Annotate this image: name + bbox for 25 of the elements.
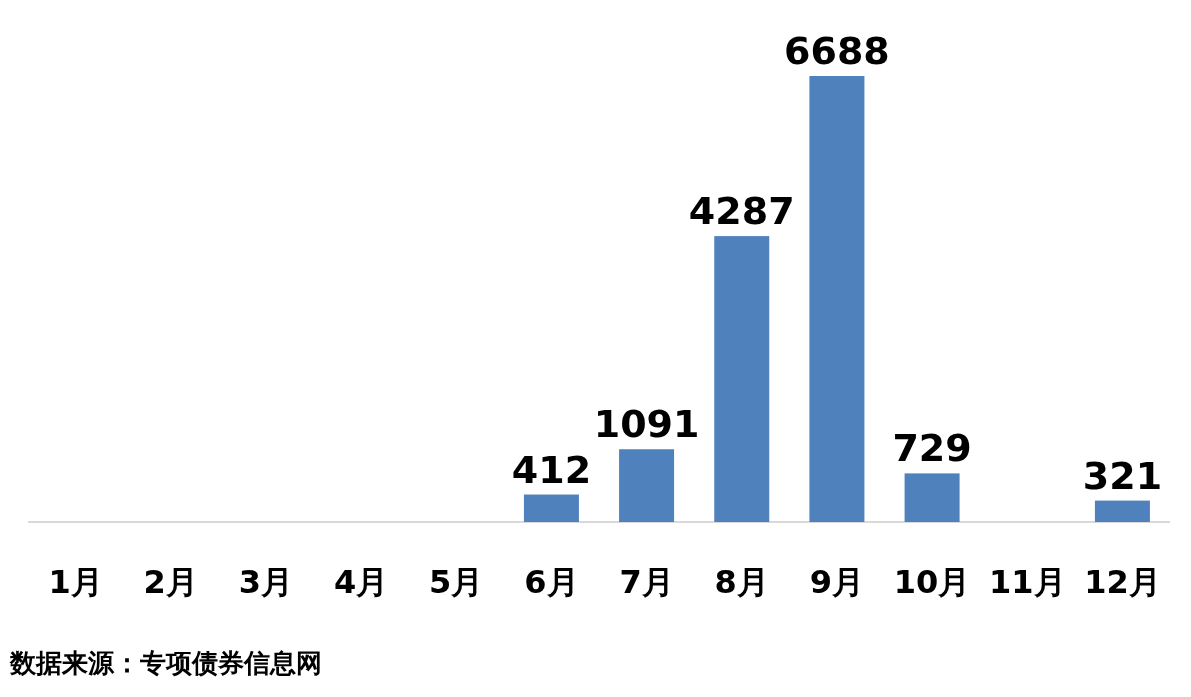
x-tick-label: 6月: [524, 563, 579, 601]
bar: [904, 473, 960, 522]
x-tick-label: 12月: [1084, 563, 1161, 601]
x-tick-label: 9月: [809, 563, 865, 601]
bar: [714, 236, 770, 522]
x-tick-label: 5月: [429, 563, 484, 601]
data-label: 412: [511, 447, 592, 492]
x-tick-label: 11月: [988, 563, 1066, 601]
bar: [1094, 500, 1150, 522]
data-label: 1091: [593, 402, 700, 447]
x-tick-label: 2月: [143, 563, 198, 601]
data-label: 4287: [688, 189, 795, 234]
x-tick-label: 3月: [238, 563, 294, 601]
x-tick-label: 1月: [48, 563, 103, 601]
x-tick-label: 10月: [893, 563, 971, 601]
bar: [619, 449, 675, 522]
x-tick-label: 7月: [619, 563, 674, 601]
data-label: 321: [1082, 453, 1163, 498]
data-label: 729: [892, 426, 972, 471]
x-tick-label: 4月: [333, 563, 389, 601]
data-label: 6688: [784, 29, 890, 73]
bar: [809, 76, 865, 522]
source-note: 数据来源：专项债券信息网: [9, 648, 322, 678]
bar: [523, 494, 579, 522]
x-tick-label: 8月: [714, 563, 769, 601]
